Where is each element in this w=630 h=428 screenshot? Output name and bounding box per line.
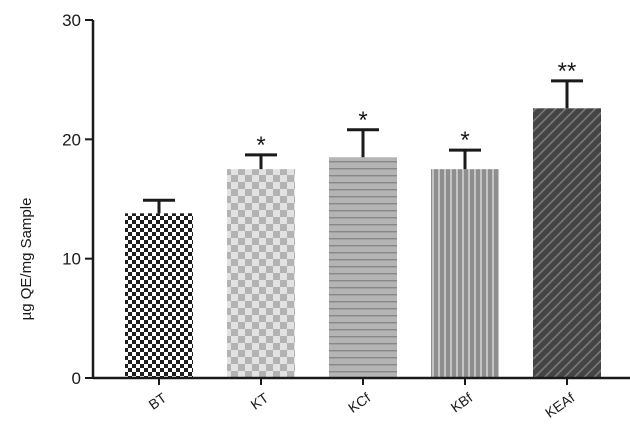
y-tick-label: 30 bbox=[62, 11, 81, 30]
y-tick-label: 10 bbox=[62, 250, 81, 269]
y-axis-label: µg QE/mg Sample bbox=[18, 198, 35, 321]
x-tick-label-kbf: KBf bbox=[448, 389, 476, 415]
significance-label-kbf: * bbox=[460, 127, 469, 154]
y-tick-label: 20 bbox=[62, 130, 81, 149]
significance-label-kt: * bbox=[256, 132, 265, 159]
x-tick-label-kt: KT bbox=[248, 389, 272, 413]
significance-label-kcf: * bbox=[358, 107, 367, 134]
x-tick-label-kcf: KCf bbox=[345, 389, 373, 416]
x-tick-label-keaf: KEAf bbox=[542, 389, 577, 420]
bar-kbf bbox=[431, 169, 499, 378]
bar-bt bbox=[125, 213, 193, 378]
bar-kt bbox=[227, 169, 295, 378]
plot-area: BT * KT * KCf * KBf ** KEAf 0 10 20 30 bbox=[62, 11, 630, 421]
bar-keaf bbox=[533, 108, 601, 378]
x-tick-label-bt: BT bbox=[146, 389, 170, 413]
y-tick-label: 0 bbox=[72, 369, 81, 388]
significance-label-keaf: ** bbox=[558, 58, 577, 85]
bar-kcf bbox=[329, 157, 397, 378]
